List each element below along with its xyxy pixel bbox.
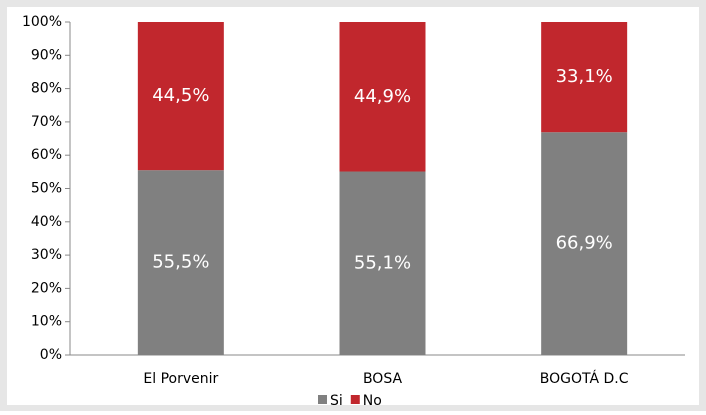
- y-tick-label: 60%: [31, 147, 62, 163]
- x-tick-label: BOSA: [363, 371, 403, 387]
- legend-label: No: [363, 393, 382, 409]
- y-tick-label: 20%: [31, 280, 62, 296]
- y-tick-label: 80%: [31, 81, 62, 97]
- bar-segment: [541, 132, 628, 355]
- y-tick-label: 30%: [31, 247, 62, 263]
- y-tick-label: 90%: [31, 47, 62, 63]
- bar-segment: [137, 22, 224, 171]
- bar-segment: [541, 22, 628, 133]
- y-tick-label: 70%: [31, 114, 62, 130]
- y-tick-label: 50%: [31, 181, 62, 197]
- value-label: 66,9%: [556, 233, 613, 254]
- legend-swatch: [318, 395, 327, 404]
- x-tick-label: El Porvenir: [143, 371, 218, 387]
- bar-segment: [137, 170, 224, 355]
- x-tick-label: BOGOTÁ D.C: [540, 370, 629, 387]
- y-tick-label: 0%: [40, 347, 62, 363]
- value-label: 44,9%: [354, 86, 411, 107]
- legend-label: Si: [330, 393, 343, 409]
- y-tick-label: 40%: [31, 214, 62, 230]
- value-label: 55,1%: [354, 252, 411, 273]
- bar-segment: [339, 171, 426, 355]
- value-label: 33,1%: [556, 66, 613, 87]
- value-label: 44,5%: [152, 85, 209, 106]
- y-tick-label: 100%: [22, 14, 62, 30]
- value-label: 55,5%: [152, 252, 209, 273]
- legend-swatch: [350, 395, 360, 404]
- y-tick-label: 10%: [31, 314, 62, 330]
- bar-segment: [339, 22, 426, 172]
